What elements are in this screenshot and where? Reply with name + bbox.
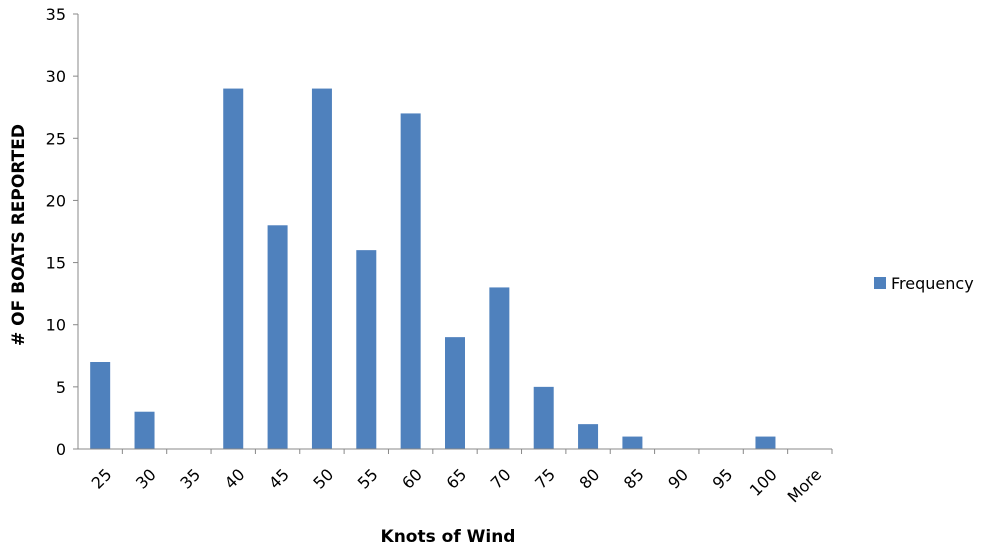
y-tick-label: 35 (46, 5, 66, 24)
bar-75 (533, 386, 554, 449)
bar-100 (755, 436, 776, 449)
y-tick-label: 10 (46, 316, 66, 335)
x-tick-label: 90 (664, 465, 692, 493)
x-tick-label: 80 (576, 465, 604, 493)
y-tick-label: 5 (56, 378, 66, 397)
x-tick-label: More (784, 465, 825, 506)
x-tick-label: 45 (265, 465, 293, 493)
x-axis-ticks: 25 30 35 40 45 50 55 60 65 70 75 80 85 90 95 100 More (88, 449, 833, 506)
y-tick-label: 20 (46, 191, 66, 210)
y-axis-title: # OF BOATS REPORTED (9, 124, 29, 346)
x-tick-label: 95 (709, 465, 737, 493)
x-tick-label: 75 (531, 465, 559, 493)
bar-80 (578, 424, 599, 449)
bars (90, 88, 776, 450)
legend-label: Frequency (891, 274, 974, 293)
bar-40 (223, 88, 244, 450)
x-axis-title: Knots of Wind (381, 527, 516, 547)
x-tick-label: 50 (309, 465, 337, 493)
x-tick-label: 35 (176, 465, 204, 493)
x-tick-label: 100 (746, 465, 781, 500)
x-tick-label: 65 (442, 465, 470, 493)
x-tick-label: 85 (620, 465, 648, 493)
y-tick-label: 30 (46, 67, 66, 86)
x-tick-label: 60 (398, 465, 426, 493)
x-tick-label: 70 (487, 465, 515, 493)
bar-55 (356, 250, 377, 449)
x-tick-label: 40 (221, 465, 249, 493)
x-tick-label: 25 (88, 465, 116, 493)
bar-70 (489, 287, 510, 449)
legend-swatch (874, 277, 886, 289)
bar-60 (400, 113, 421, 449)
y-axis-ticks: 0 5 10 15 20 25 30 35 (46, 5, 78, 459)
y-tick-label: 15 (46, 254, 66, 273)
y-tick-label: 0 (56, 440, 66, 459)
legend: Frequency (874, 274, 974, 293)
bar-85 (622, 436, 643, 449)
bar-65 (445, 337, 465, 449)
bar-50 (311, 88, 332, 450)
bar-45 (267, 225, 288, 449)
bar-30 (134, 411, 155, 449)
bar-25 (90, 362, 111, 449)
y-tick-label: 25 (46, 129, 66, 148)
x-tick-label: 30 (132, 465, 160, 493)
x-tick-label: 55 (354, 465, 382, 493)
